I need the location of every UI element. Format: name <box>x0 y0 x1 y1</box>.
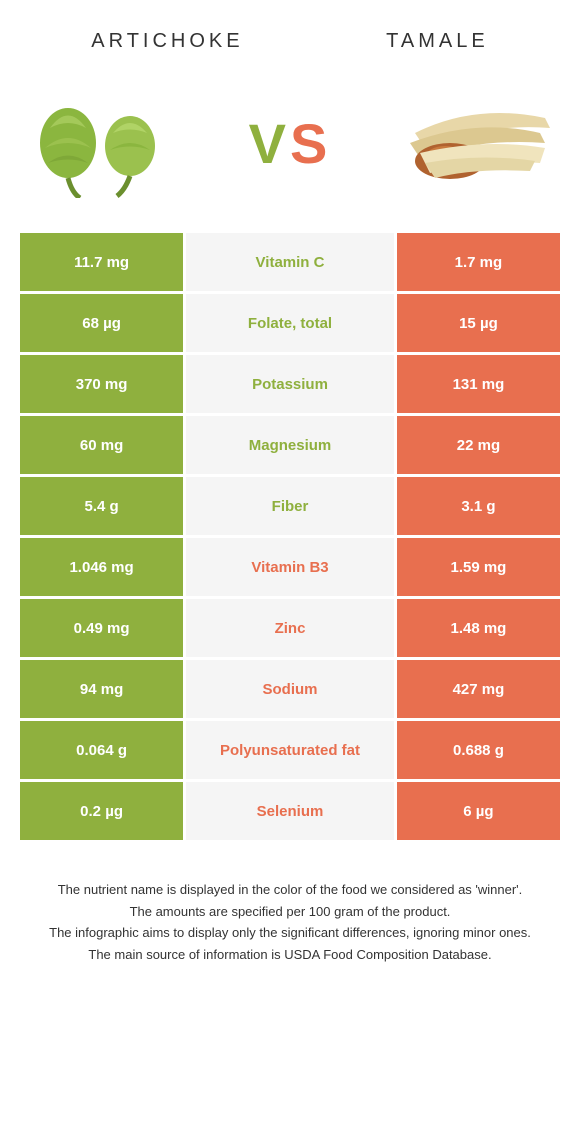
footer-line-2: The amounts are specified per 100 gram o… <box>30 902 550 922</box>
nutrient-label: Vitamin C <box>186 233 394 291</box>
nutrient-row: 60 mgMagnesium22 mg <box>20 416 560 474</box>
value-tamale: 22 mg <box>397 416 560 474</box>
value-tamale: 1.7 mg <box>397 233 560 291</box>
value-artichoke: 5.4 g <box>20 477 183 535</box>
nutrient-row: 370 mgPotassium131 mg <box>20 355 560 413</box>
nutrient-row: 5.4 gFiber3.1 g <box>20 477 560 535</box>
header-titles: ARTICHOKE TAMALE <box>0 0 580 73</box>
artichoke-icon <box>30 88 180 198</box>
nutrient-row: 0.2 µgSelenium6 µg <box>20 782 560 840</box>
value-artichoke: 370 mg <box>20 355 183 413</box>
value-artichoke: 11.7 mg <box>20 233 183 291</box>
nutrient-label: Vitamin B3 <box>186 538 394 596</box>
nutrient-label: Zinc <box>186 599 394 657</box>
footer-line-1: The nutrient name is displayed in the co… <box>30 880 550 900</box>
value-artichoke: 0.49 mg <box>20 599 183 657</box>
nutrient-label: Folate, total <box>186 294 394 352</box>
value-tamale: 427 mg <box>397 660 560 718</box>
value-artichoke: 0.064 g <box>20 721 183 779</box>
value-artichoke: 60 mg <box>20 416 183 474</box>
nutrient-row: 0.49 mgZinc1.48 mg <box>20 599 560 657</box>
artichoke-image <box>20 83 190 203</box>
nutrient-label: Sodium <box>186 660 394 718</box>
value-tamale: 1.59 mg <box>397 538 560 596</box>
value-tamale: 3.1 g <box>397 477 560 535</box>
value-tamale: 0.688 g <box>397 721 560 779</box>
title-artichoke: ARTICHOKE <box>91 30 243 53</box>
value-tamale: 131 mg <box>397 355 560 413</box>
nutrient-row: 68 µgFolate, total15 µg <box>20 294 560 352</box>
nutrient-row: 0.064 gPolyunsaturated fat0.688 g <box>20 721 560 779</box>
value-tamale: 15 µg <box>397 294 560 352</box>
nutrient-label: Polyunsaturated fat <box>186 721 394 779</box>
footer-line-4: The main source of information is USDA F… <box>30 945 550 965</box>
nutrient-table: 11.7 mgVitamin C1.7 mg68 µgFolate, total… <box>0 233 580 840</box>
infographic-container: ARTICHOKE TAMALE <box>0 0 580 986</box>
value-artichoke: 68 µg <box>20 294 183 352</box>
vs-label: VS <box>249 111 332 176</box>
tamale-image <box>390 83 560 203</box>
value-artichoke: 0.2 µg <box>20 782 183 840</box>
footer-notes: The nutrient name is displayed in the co… <box>0 840 580 986</box>
vs-v-letter: V <box>249 112 290 175</box>
nutrient-row: 11.7 mgVitamin C1.7 mg <box>20 233 560 291</box>
nutrient-row: 1.046 mgVitamin B31.59 mg <box>20 538 560 596</box>
nutrient-row: 94 mgSodium427 mg <box>20 660 560 718</box>
value-tamale: 6 µg <box>397 782 560 840</box>
value-artichoke: 1.046 mg <box>20 538 183 596</box>
footer-line-3: The infographic aims to display only the… <box>30 923 550 943</box>
vs-s-letter: S <box>290 112 331 175</box>
value-artichoke: 94 mg <box>20 660 183 718</box>
title-tamale: TAMALE <box>386 30 489 53</box>
tamale-icon <box>395 93 555 193</box>
value-tamale: 1.48 mg <box>397 599 560 657</box>
nutrient-label: Selenium <box>186 782 394 840</box>
images-row: VS <box>0 73 580 233</box>
nutrient-label: Potassium <box>186 355 394 413</box>
nutrient-label: Magnesium <box>186 416 394 474</box>
nutrient-label: Fiber <box>186 477 394 535</box>
